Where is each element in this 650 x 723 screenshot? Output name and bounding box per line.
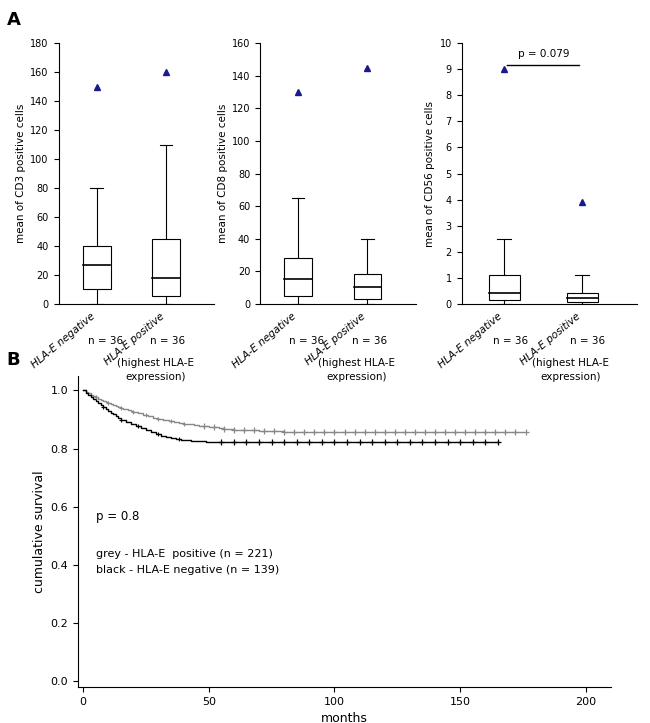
Text: (highest HLA-E: (highest HLA-E xyxy=(318,358,395,368)
Text: n = 36: n = 36 xyxy=(289,336,324,346)
Text: n = 36: n = 36 xyxy=(493,336,528,346)
Bar xyxy=(284,258,312,296)
Text: expression): expression) xyxy=(125,372,185,382)
Text: grey - HLA-E  positive (n = 221): grey - HLA-E positive (n = 221) xyxy=(96,549,272,559)
Text: expression): expression) xyxy=(326,372,387,382)
Y-axis label: mean of CD56 positive cells: mean of CD56 positive cells xyxy=(425,100,436,247)
Text: (highest HLA-E: (highest HLA-E xyxy=(117,358,194,368)
Y-axis label: mean of CD3 positive cells: mean of CD3 positive cells xyxy=(16,104,26,243)
Text: p = 0.079: p = 0.079 xyxy=(517,49,569,59)
Bar xyxy=(354,275,382,299)
Text: (highest HLA-E: (highest HLA-E xyxy=(532,358,609,368)
Text: n = 36: n = 36 xyxy=(88,336,123,346)
Bar xyxy=(567,294,598,302)
Text: black - HLA-E negative (n = 139): black - HLA-E negative (n = 139) xyxy=(96,565,279,575)
Text: A: A xyxy=(6,11,20,29)
Text: n = 36: n = 36 xyxy=(352,336,387,346)
Text: B: B xyxy=(6,351,20,369)
Text: expression): expression) xyxy=(540,372,601,382)
Bar xyxy=(489,275,520,300)
Y-axis label: cumulative survival: cumulative survival xyxy=(33,470,46,593)
Text: n = 36: n = 36 xyxy=(570,336,605,346)
Bar xyxy=(83,246,110,289)
Bar xyxy=(152,239,180,296)
Text: p = 0.8: p = 0.8 xyxy=(96,510,139,523)
Y-axis label: mean of CD8 positive cells: mean of CD8 positive cells xyxy=(218,104,227,243)
X-axis label: months: months xyxy=(321,712,368,723)
Text: n = 36: n = 36 xyxy=(150,336,185,346)
